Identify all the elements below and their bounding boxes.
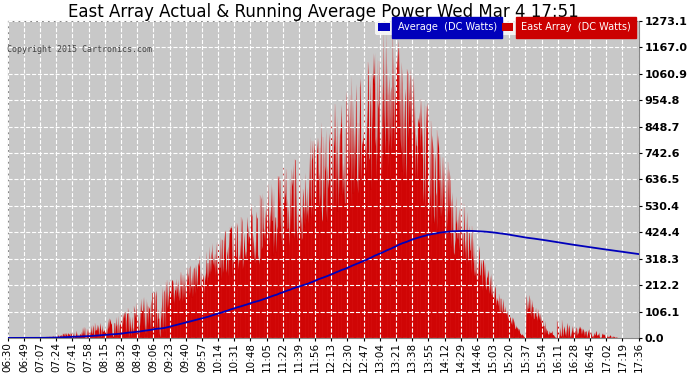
Text: Copyright 2015 Cartronics.com: Copyright 2015 Cartronics.com	[7, 45, 152, 54]
Legend: Average  (DC Watts), East Array  (DC Watts): Average (DC Watts), East Array (DC Watts…	[375, 20, 634, 35]
Title: East Array Actual & Running Average Power Wed Mar 4 17:51: East Array Actual & Running Average Powe…	[68, 3, 579, 21]
